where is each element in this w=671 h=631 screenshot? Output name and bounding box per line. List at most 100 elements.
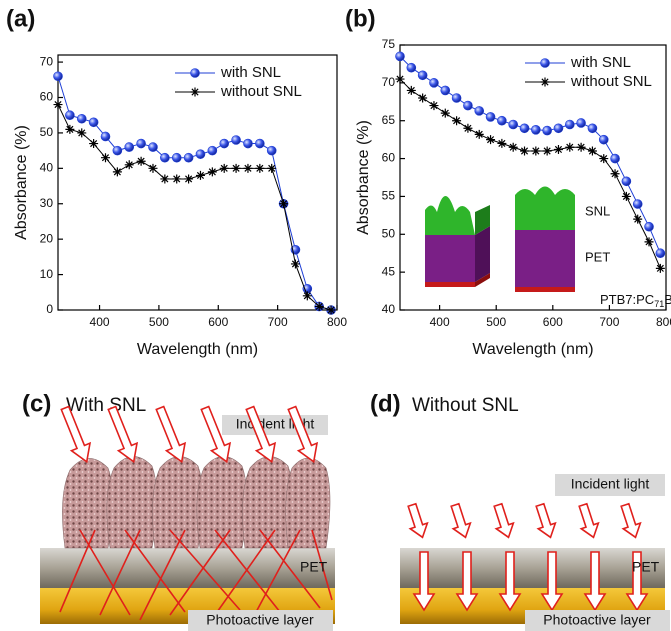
inset-structure (425, 186, 575, 292)
marker (195, 170, 205, 180)
x-tick-label: 800 (656, 315, 671, 329)
label: PET (300, 559, 328, 575)
marker (540, 77, 550, 87)
marker (148, 163, 158, 173)
marker (231, 163, 241, 173)
marker (148, 142, 158, 152)
marker (440, 108, 450, 118)
series-line (57, 76, 332, 311)
marker (474, 106, 485, 116)
marker (486, 135, 496, 145)
marker (531, 125, 541, 135)
marker (207, 145, 218, 156)
legend-label: without SNL (570, 73, 652, 90)
marker (160, 152, 170, 163)
plot-frame (57, 54, 338, 311)
y-tick-label: 70 (382, 75, 396, 89)
marker (184, 174, 194, 184)
label-box (555, 474, 665, 496)
marker (136, 138, 146, 149)
y-tick-label: 20 (40, 231, 54, 245)
marker (88, 117, 99, 128)
marker (633, 214, 643, 224)
x-axis-label: Wavelength (nm) (137, 341, 258, 358)
marker (65, 110, 75, 121)
marker (451, 93, 462, 103)
marker (395, 51, 405, 62)
marker (520, 146, 530, 156)
marker (452, 116, 462, 126)
text: PTB7:PC (600, 292, 654, 307)
marker (463, 100, 473, 111)
panel-label: (d) (370, 390, 401, 417)
marker (599, 154, 609, 164)
y-tick-label: 0 (46, 302, 53, 316)
y-tick-label: 60 (40, 90, 54, 104)
marker (207, 167, 217, 177)
marker (406, 85, 416, 95)
y-axis-label: Absorbance (%) (355, 120, 372, 235)
marker (418, 93, 428, 103)
marker (290, 259, 300, 269)
x-tick-label: 400 (90, 315, 110, 329)
marker (76, 113, 87, 124)
y-axis-label: Absorbance (%) (13, 125, 30, 240)
marker (644, 221, 654, 232)
marker (219, 163, 229, 173)
label: Photoactive layer (206, 612, 314, 628)
marker (497, 115, 507, 126)
marker (136, 156, 146, 166)
y-tick-label: 50 (40, 125, 54, 139)
x-tick-label: 700 (268, 315, 288, 329)
marker (314, 301, 324, 311)
inset-label: SNL (585, 203, 610, 218)
marker (302, 291, 312, 301)
legend-label: without SNL (220, 83, 302, 100)
text: 71 (654, 299, 664, 309)
marker (440, 85, 451, 96)
marker (124, 142, 135, 152)
x-tick-label: 400 (430, 315, 450, 329)
y-tick-label: 45 (382, 264, 396, 278)
marker (190, 68, 200, 78)
label-box (188, 610, 333, 631)
marker (540, 58, 550, 68)
marker (621, 176, 632, 187)
scattered-rays (59, 529, 333, 621)
y-tick-label: 10 (40, 267, 54, 281)
marker (395, 74, 405, 84)
y-tick-label: 30 (40, 196, 54, 210)
x-axis-label: Wavelength (nm) (472, 341, 593, 358)
marker (485, 112, 496, 122)
marker (508, 142, 518, 152)
marker (112, 145, 123, 156)
marker (219, 138, 230, 149)
marker (576, 142, 586, 152)
marker (655, 248, 666, 259)
pet-layer (400, 548, 665, 588)
panel-label: (a) (6, 5, 35, 32)
series-line (57, 104, 332, 311)
x-tick-label: 600 (543, 315, 563, 329)
marker (183, 152, 194, 163)
marker (621, 191, 631, 201)
marker (542, 146, 552, 156)
diagram-title: With SNL (66, 395, 146, 416)
plot-frame (399, 44, 667, 311)
marker (553, 123, 564, 134)
marker (267, 163, 277, 173)
y-tick-label: 65 (382, 113, 396, 127)
marker (243, 138, 253, 149)
marker (160, 174, 170, 184)
marker (231, 135, 241, 145)
legend-label: with SNL (220, 64, 281, 81)
marker (112, 167, 122, 177)
inset-label: PET (585, 249, 610, 264)
diagram-title: Without SNL (412, 395, 519, 416)
legend-label: with SNL (570, 54, 631, 71)
marker (77, 128, 87, 138)
marker (171, 152, 182, 163)
y-tick-label: 75 (382, 37, 396, 51)
marker (255, 163, 265, 173)
x-tick-label: 800 (327, 315, 347, 329)
